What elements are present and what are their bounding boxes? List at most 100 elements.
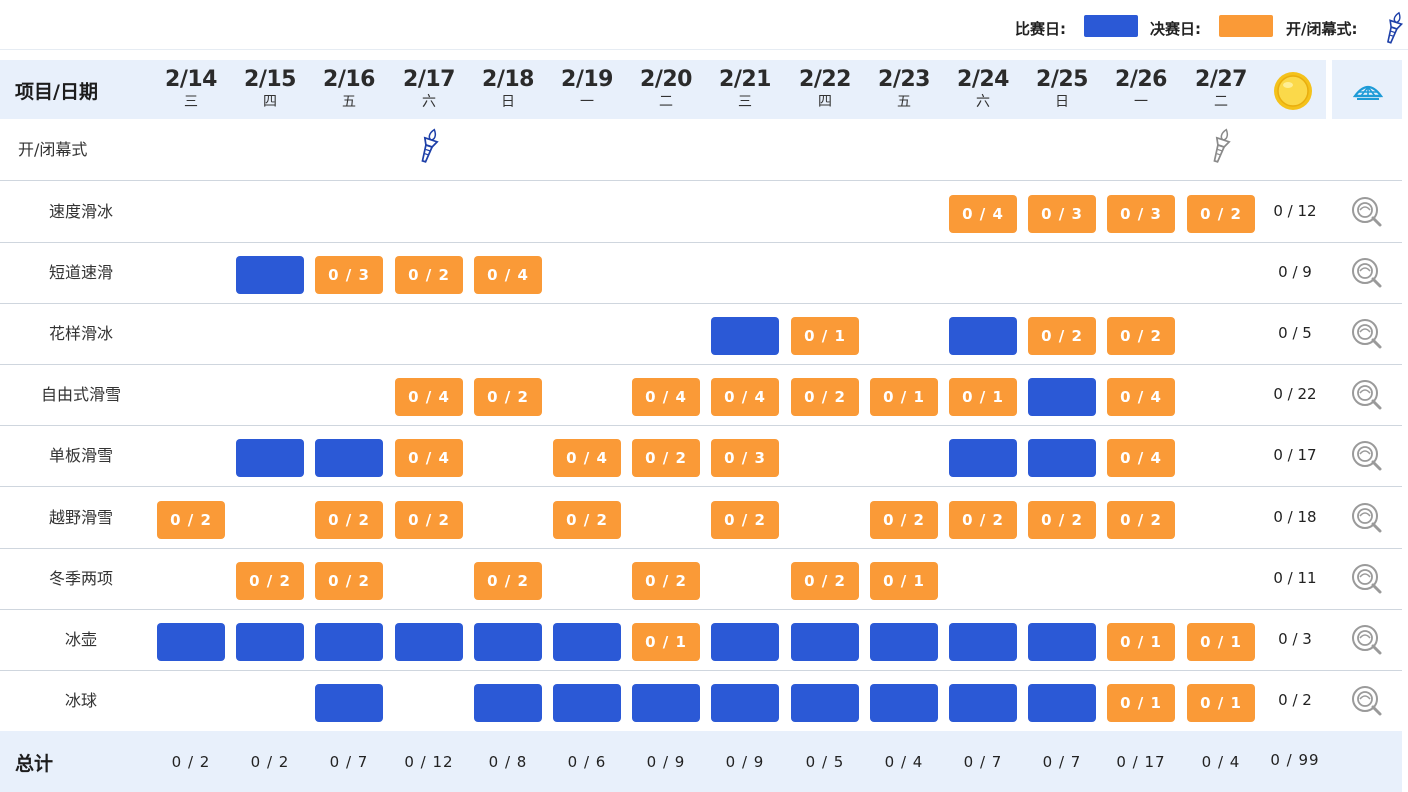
competition-day-cell[interactable] <box>870 623 938 661</box>
day-medal-total: 0 / 7 <box>329 753 369 771</box>
competition-day-cell[interactable] <box>315 623 383 661</box>
final-day-cell[interactable]: 0 / 2 <box>791 378 859 416</box>
competition-day-cell[interactable] <box>632 684 700 722</box>
event-medal-total: 0 / 9 <box>1278 263 1312 281</box>
final-day-cell[interactable]: 0 / 3 <box>1107 195 1175 233</box>
final-day-cell[interactable]: 0 / 2 <box>395 256 463 294</box>
weekday-label: 六 <box>976 94 990 110</box>
final-day-cell[interactable]: 0 / 1 <box>870 378 938 416</box>
venue-header[interactable] <box>1332 60 1402 119</box>
final-day-cell[interactable]: 0 / 1 <box>791 317 859 355</box>
competition-day-cell[interactable] <box>236 439 304 477</box>
competition-day-cell[interactable] <box>791 684 859 722</box>
final-day-cell[interactable]: 0 / 2 <box>632 562 700 600</box>
final-day-cell[interactable]: 0 / 4 <box>949 195 1017 233</box>
opening-ceremony-torch-icon[interactable] <box>415 126 443 166</box>
final-day-cell[interactable]: 0 / 4 <box>711 378 779 416</box>
final-day-cell[interactable]: 0 / 2 <box>1187 195 1255 233</box>
competition-day-cell[interactable] <box>711 317 779 355</box>
final-day-cell[interactable]: 0 / 2 <box>553 501 621 539</box>
date-label: 2/22 <box>799 67 851 92</box>
event-row: 越野滑雪 0 / 2 0 / 2 0 / 2 0 / 2 0 / 2 0 / 2 0 / 2 0… <box>0 488 1402 549</box>
event-detail-icon[interactable] <box>1351 440 1383 472</box>
final-day-cell[interactable]: 0 / 1 <box>1187 684 1255 722</box>
final-day-cell[interactable]: 0 / 2 <box>236 562 304 600</box>
final-day-cell[interactable]: 0 / 4 <box>632 378 700 416</box>
event-detail-icon[interactable] <box>1351 318 1383 350</box>
date-label: 2/27 <box>1195 67 1247 92</box>
competition-day-cell[interactable] <box>1028 439 1096 477</box>
competition-day-cell[interactable] <box>236 256 304 294</box>
competition-day-cell[interactable] <box>553 623 621 661</box>
closing-ceremony-torch-icon[interactable] <box>1207 126 1235 166</box>
competition-day-cell[interactable] <box>870 684 938 722</box>
final-day-cell[interactable]: 0 / 1 <box>949 378 1017 416</box>
day-medal-total: 0 / 7 <box>963 753 1003 771</box>
competition-day-cell[interactable] <box>474 623 542 661</box>
competition-day-cell[interactable] <box>949 439 1017 477</box>
final-day-cell[interactable]: 0 / 3 <box>315 256 383 294</box>
competition-day-cell[interactable] <box>949 623 1017 661</box>
final-day-cell[interactable]: 0 / 4 <box>395 378 463 416</box>
event-detail-icon[interactable] <box>1351 502 1383 534</box>
final-day-cell[interactable]: 0 / 2 <box>949 501 1017 539</box>
event-detail-icon[interactable] <box>1351 685 1383 717</box>
final-day-cell[interactable]: 0 / 2 <box>474 378 542 416</box>
final-day-cell[interactable]: 0 / 2 <box>870 501 938 539</box>
event-detail-icon[interactable] <box>1351 624 1383 656</box>
final-day-cell[interactable]: 0 / 2 <box>1028 501 1096 539</box>
event-detail-icon[interactable] <box>1351 257 1383 289</box>
final-day-cell[interactable]: 0 / 2 <box>1107 501 1175 539</box>
competition-day-cell[interactable] <box>1028 623 1096 661</box>
final-day-cell[interactable]: 0 / 1 <box>1107 684 1175 722</box>
competition-day-cell[interactable] <box>236 623 304 661</box>
date-column: 2/23 五 <box>869 67 939 111</box>
final-day-cell[interactable]: 0 / 2 <box>1107 317 1175 355</box>
date-column: 2/25 日 <box>1027 67 1097 111</box>
final-day-cell[interactable]: 0 / 3 <box>1028 195 1096 233</box>
competition-day-cell[interactable] <box>553 684 621 722</box>
final-day-cell[interactable]: 0 / 4 <box>395 439 463 477</box>
event-medal-total: 0 / 3 <box>1278 630 1312 648</box>
final-day-cell[interactable]: 0 / 2 <box>791 562 859 600</box>
final-day-cell[interactable]: 0 / 1 <box>1107 623 1175 661</box>
competition-day-cell[interactable] <box>1028 684 1096 722</box>
competition-day-cell[interactable] <box>791 623 859 661</box>
competition-day-cell[interactable] <box>949 317 1017 355</box>
final-day-cell[interactable]: 0 / 2 <box>632 439 700 477</box>
final-day-cell[interactable]: 0 / 1 <box>1187 623 1255 661</box>
final-day-cell[interactable]: 0 / 1 <box>632 623 700 661</box>
date-column: 2/17 六 <box>394 67 464 111</box>
event-detail-icon[interactable] <box>1351 379 1383 411</box>
final-day-cell[interactable]: 0 / 3 <box>711 439 779 477</box>
competition-day-cell[interactable] <box>949 684 1017 722</box>
event-detail-icon[interactable] <box>1351 196 1383 228</box>
weekday-label: 六 <box>422 94 436 110</box>
final-day-cell[interactable]: 0 / 4 <box>553 439 621 477</box>
date-column: 2/22 四 <box>790 67 860 111</box>
final-day-cell[interactable]: 0 / 2 <box>157 501 225 539</box>
final-day-cell[interactable]: 0 / 2 <box>1028 317 1096 355</box>
competition-day-cell[interactable] <box>711 623 779 661</box>
competition-day-cell[interactable] <box>157 623 225 661</box>
competition-day-cell[interactable] <box>474 684 542 722</box>
final-day-cell[interactable]: 0 / 2 <box>315 562 383 600</box>
competition-day-cell[interactable] <box>1028 378 1096 416</box>
final-day-cell[interactable]: 0 / 4 <box>474 256 542 294</box>
competition-day-cell[interactable] <box>395 623 463 661</box>
final-day-cell[interactable]: 0 / 2 <box>315 501 383 539</box>
event-medal-total: 0 / 18 <box>1273 508 1317 526</box>
competition-day-cell[interactable] <box>315 439 383 477</box>
final-day-cell[interactable]: 0 / 2 <box>711 501 779 539</box>
final-day-cell[interactable]: 0 / 4 <box>1107 439 1175 477</box>
event-detail-icon[interactable] <box>1351 563 1383 595</box>
final-day-cell[interactable]: 0 / 2 <box>395 501 463 539</box>
competition-day-cell[interactable] <box>711 684 779 722</box>
final-day-cell[interactable]: 0 / 1 <box>870 562 938 600</box>
day-medal-total: 0 / 6 <box>567 753 607 771</box>
stadium-icon[interactable] <box>1353 76 1383 102</box>
final-day-cell[interactable]: 0 / 4 <box>1107 378 1175 416</box>
event-medal-total: 0 / 17 <box>1273 446 1317 464</box>
final-day-cell[interactable]: 0 / 2 <box>474 562 542 600</box>
competition-day-cell[interactable] <box>315 684 383 722</box>
